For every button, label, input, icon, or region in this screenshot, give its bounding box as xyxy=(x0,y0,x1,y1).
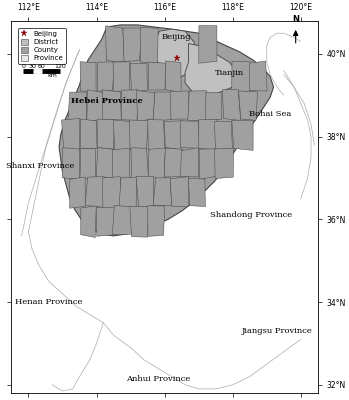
Text: Hebei Province: Hebei Province xyxy=(71,98,143,106)
Text: Henan Province: Henan Province xyxy=(15,298,83,306)
Text: km: km xyxy=(47,74,57,78)
Text: Jiangsu Province: Jiangsu Province xyxy=(242,327,312,335)
Text: Shandong Province: Shandong Province xyxy=(210,211,292,219)
Polygon shape xyxy=(59,25,274,236)
Text: Shanxi Province: Shanxi Province xyxy=(6,162,75,170)
Text: Beijing: Beijing xyxy=(162,32,191,40)
Text: N: N xyxy=(292,15,299,24)
Text: 60: 60 xyxy=(38,64,46,69)
Text: 0: 0 xyxy=(21,64,25,69)
Text: Anhui Province: Anhui Province xyxy=(126,374,190,382)
Text: Bohai Sea: Bohai Sea xyxy=(249,110,291,118)
Polygon shape xyxy=(154,29,199,77)
Polygon shape xyxy=(185,44,239,95)
Legend: Beijing, District, County, Province: Beijing, District, County, Province xyxy=(18,28,66,64)
Text: 30: 30 xyxy=(29,64,37,69)
Text: 120: 120 xyxy=(54,64,66,69)
Text: Tianjin: Tianjin xyxy=(215,68,244,76)
